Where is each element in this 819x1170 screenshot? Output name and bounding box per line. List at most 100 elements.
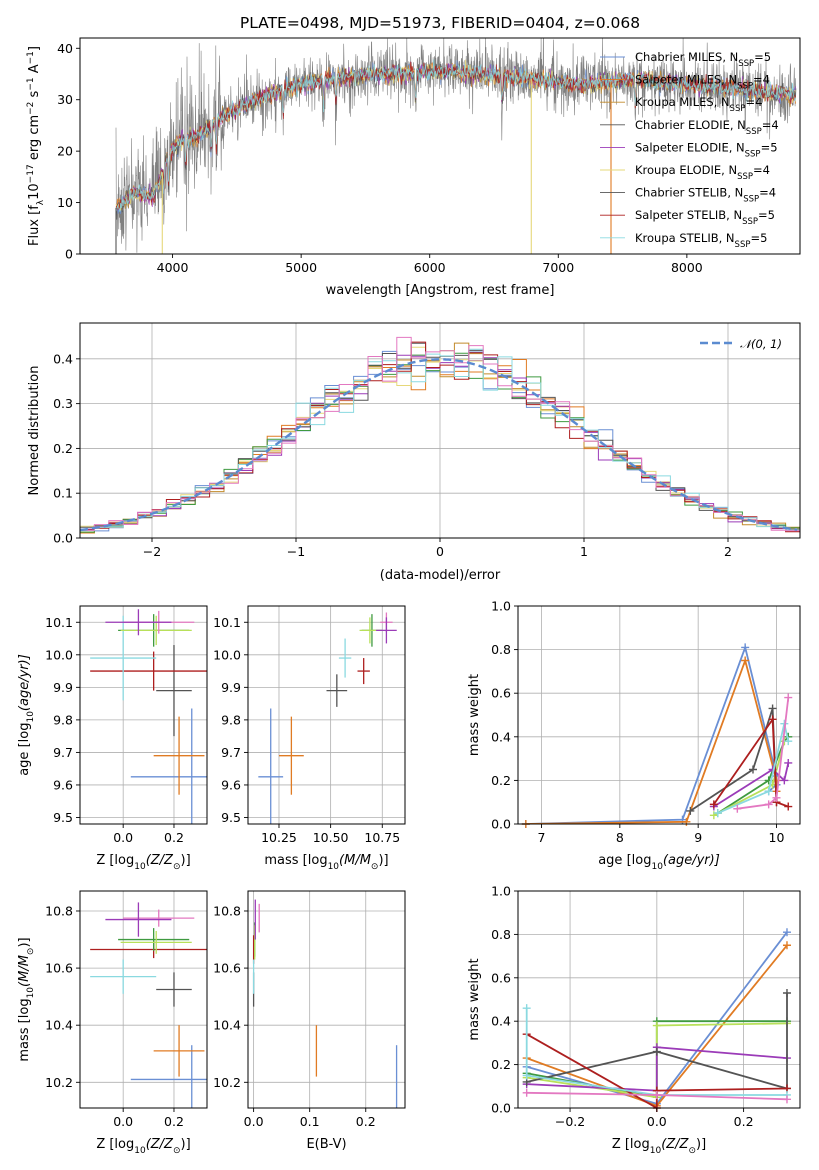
y-tick-label: 0 — [65, 247, 73, 262]
y-tick-label: 10.4 — [213, 1018, 241, 1033]
legend-eq: =4 — [753, 73, 770, 87]
mass-weight-marker — [652, 1090, 661, 1099]
mass-weight-marker — [782, 928, 791, 937]
label-part: )] — [181, 853, 191, 868]
legend-name: Salpeter MILES, N — [635, 73, 737, 87]
label-part: 10 — [650, 1146, 662, 1156]
legend-entry: Chabrier STELIB, NSSP=4 — [635, 186, 776, 205]
mass-weight-marker — [522, 1004, 531, 1013]
y-tick-label: 0.8 — [491, 927, 511, 942]
label-part: −1 — [26, 77, 36, 90]
legend-sub: SSP — [743, 195, 759, 205]
mass-weight-marker — [784, 737, 793, 746]
figure-title: PLATE=0498, MJD=51973, FIBERID=0404, z=0… — [240, 14, 640, 32]
mass-weight-marker — [749, 765, 757, 774]
x-tick-label: 0.0 — [113, 830, 133, 845]
x-tick-label: 0.2 — [734, 1114, 754, 1129]
gaussian-curve — [80, 358, 798, 532]
label-part: λ — [36, 199, 46, 205]
label-part: 10 — [134, 1146, 146, 1156]
x-tick-label: 10.75 — [364, 830, 400, 845]
y-tick-label: 10.2 — [213, 1075, 241, 1090]
mass-weight-line — [713, 716, 789, 808]
mass-weight-marker — [768, 715, 777, 724]
label-part: age [log — [17, 723, 32, 776]
legend-name: Salpeter STELIB, N — [635, 208, 742, 222]
legend-sub: SSP — [742, 217, 758, 227]
label-part: )] — [696, 1137, 706, 1152]
mass-weight-marker — [768, 704, 777, 713]
mass-vs-metallicity-panel: 0.0 0.210.210.410.610.8Z [log10(Z/Z⊙)]mas… — [17, 890, 208, 1156]
x-tick-label: 0.0 — [244, 1114, 264, 1129]
mass-weight-line — [525, 1008, 787, 1096]
mass-weight-marker — [522, 1088, 531, 1097]
age-vs-metallicity-panel: 0.0 0.29.59.69.79.89.910.010.1Z [log10(Z/… — [17, 605, 208, 872]
axes-frame — [79, 37, 801, 255]
legend-eq: =5 — [758, 208, 775, 222]
label-part: (Z/Z — [146, 1137, 174, 1152]
mass-vs-ebv-panel: 0.0 0.1 0.2 10.2 10.4 10.6 10.8 E(B-V) — [213, 890, 406, 1152]
y-tick-label: 9.6 — [221, 777, 241, 792]
y-tick-label: 0.6 — [491, 686, 511, 701]
legend-eq: =4 — [745, 95, 762, 109]
label-part: )] — [181, 1137, 191, 1152]
y-tick-label: 9.6 — [53, 777, 73, 792]
x-tick-label: 4000 — [157, 260, 189, 275]
x-tick-label: 5000 — [285, 260, 317, 275]
age-vs-mass-panel: 10.25 10.50 10.75 9.5 9.6 9.7 9.8 9.9 10.0 10.1 ma… — [213, 605, 406, 872]
y-tick-label: 0.3 — [53, 396, 73, 411]
label-part: (age/yr)] — [17, 654, 32, 711]
label-part: 10 — [27, 183, 42, 200]
label-part: 10 — [26, 711, 36, 723]
x-axis-label: Z [log10(Z/Z⊙)] — [96, 1137, 190, 1156]
y-tick-label: 10 — [57, 195, 73, 210]
y-tick-label: 20 — [57, 144, 73, 159]
x-tick-label: 8 — [616, 830, 624, 845]
mass-weight-line — [526, 993, 788, 1090]
legend-entry: Kroupa ELODIE, NSSP=4 — [635, 163, 770, 182]
mass-weight-marker — [780, 776, 789, 785]
y-tick-label: 9.5 — [221, 810, 241, 825]
x-tick-label: 10.25 — [261, 830, 297, 845]
label-part: age [log — [598, 853, 651, 868]
mass-weight-marker — [784, 693, 793, 702]
label-part: (Z/Z — [146, 853, 174, 868]
label-part: Normed distribution — [27, 366, 42, 496]
axes-frame — [247, 890, 406, 1109]
label-part: ⊙ — [688, 1146, 696, 1156]
legend-entry: 𝒩(0, 1) — [740, 337, 782, 351]
x-tick-label: 0.0 — [113, 1114, 133, 1129]
y-tick-label: 0.4 — [53, 351, 73, 366]
mass-weight-marker — [782, 1095, 791, 1104]
legend-name: Chabrier STELIB, N — [635, 186, 743, 200]
mass-weight-marker — [784, 802, 793, 811]
label-part: s — [27, 90, 42, 101]
label-part: E(B-V) — [306, 1137, 346, 1152]
legend-entry: Kroupa MILES, NSSP=4 — [635, 95, 762, 114]
legend-eq: =5 — [761, 140, 778, 154]
mass-weight-line — [526, 1046, 788, 1092]
y-tick-label: 1.0 — [491, 599, 511, 614]
legend-sub: SSP — [737, 82, 753, 92]
legend-eq: =4 — [759, 186, 776, 200]
legend-eq: =5 — [754, 50, 771, 64]
y-tick-label: 0.2 — [491, 1057, 511, 1072]
spectrum-panel: 4000 5000 6000 7000 8000 0 10 20 30 40 Chabrier MI… — [26, 37, 801, 298]
mass-weight-marker — [764, 787, 773, 796]
mass-weight-marker — [772, 793, 781, 802]
y-tick-label: 10.1 — [45, 615, 73, 630]
y-axis-label: age [log10(age/yr)] — [17, 654, 36, 776]
y-tick-label: 10.2 — [45, 1075, 73, 1090]
axes-frame — [79, 890, 208, 1109]
y-tick-label: 1.0 — [491, 884, 511, 899]
legend-name: Chabrier MILES, N — [635, 50, 738, 64]
x-tick-label: 7 — [538, 830, 546, 845]
mass-weight-marker — [784, 758, 793, 767]
legend-entry: Salpeter ELODIE, NSSP=5 — [635, 140, 778, 159]
label-part: (M/M — [17, 955, 32, 987]
y-tick-label: 0.2 — [491, 773, 511, 788]
label-part: (Z/Z — [661, 1137, 689, 1152]
x-tick-label: 0.2 — [164, 1114, 184, 1129]
mass-weight-marker — [741, 656, 750, 665]
